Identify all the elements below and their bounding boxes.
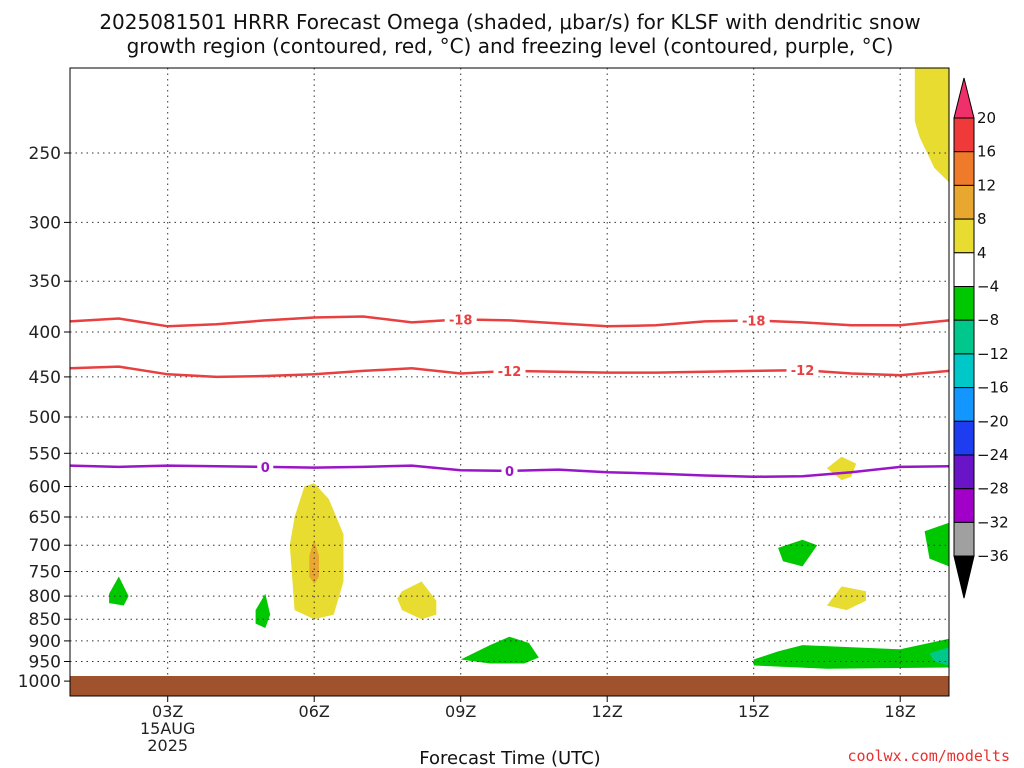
colorbar-label-12: −32 [977,513,1009,531]
colorbar-segment-5 [953,252,975,288]
colorbar-label-9: −20 [977,412,1009,430]
omega-shaded-region-9 [778,539,818,567]
y-tick-label-1000: 1000 [18,672,61,692]
omega-shaded-region-4 [826,586,866,611]
chart-title-line1: 2025081501 HRRR Forecast Omega (shaded, … [99,10,920,34]
contour-label-bg-0-1 [737,312,770,329]
y-tick-label-400: 400 [29,323,61,343]
y-tick-label-550: 550 [29,444,61,464]
y-tick-label-800: 800 [29,587,61,607]
omega-shaded-region-12 [929,647,949,666]
contour-label-0-0: -18 [449,313,473,328]
omega-shaded-region-10 [924,522,949,567]
y-tick-label-500: 500 [29,408,61,428]
colorbar-label-1: 16 [977,143,996,161]
colorbar-label-7: −12 [977,345,1009,363]
colorbar-segment-8 [953,353,975,389]
colorbar-segment-13 [953,521,975,557]
x-tick-sublabel-03Z-1: 2025 [147,736,188,755]
x-tick-label-03Z: 03Z [152,702,183,721]
grid-lines [70,68,949,696]
y-tick-label-250: 250 [29,144,61,164]
colorbar-label-5: −4 [977,278,999,296]
colorbar: 20 16 12 8 4 −4 −8 −12 −16 −20 −24 −28 −32 −36 [953,77,1009,599]
contour-label-bg-2-1 [501,462,518,479]
colorbar-segment-2 [953,151,975,186]
y-axis: 2503003504004505005506006507007508008509… [18,144,70,692]
colorbar-segment-10 [953,420,975,456]
x-tick-label-18Z: 18Z [885,702,916,721]
colorbar-segment-4 [953,218,975,254]
contour-label-1-1: -12 [791,364,815,379]
omega-shaded-region-7 [255,593,271,628]
colorbar-segment-1 [953,117,975,153]
contour-label-bg-1-0 [493,362,526,379]
colorbar-label-10: −24 [977,446,1009,464]
colorbar-label-2: 12 [977,176,996,194]
colorbar-segment-3 [953,184,975,220]
colorbar-label-6: −8 [977,311,999,329]
contours: -18 -18 -12 -12 0 0 [69,311,950,480]
omega-shaded-region-2 [397,581,437,620]
contour-label-bg-2-0 [257,458,274,475]
y-tick-label-600: 600 [29,478,61,498]
x-tick-label-12Z: 12Z [592,702,623,721]
plot-frame [69,67,950,697]
y-tick-label-700: 700 [29,536,61,556]
y-tick-label-300: 300 [29,213,61,233]
colorbar-segment-9 [953,387,975,422]
colorbar-segment-6 [953,286,975,321]
y-tick-label-850: 850 [29,610,61,630]
colorbar-label-8: −16 [977,379,1009,397]
omega-shaded-region-6 [109,576,129,606]
colorbar-label-3: 8 [977,210,987,228]
y-tick-label-350: 350 [29,272,61,292]
x-tick-label-09Z: 09Z [445,702,476,721]
omega-shaded-region-3 [826,456,857,481]
y-tick-label-750: 750 [29,563,61,583]
x-tick-label-15Z: 15Z [738,702,769,721]
colorbar-segment-11 [953,454,975,490]
contour-label-2-1: 0 [505,465,514,480]
y-tick-label-650: 650 [29,508,61,528]
contour-label-bg-1-1 [786,362,819,379]
y-tick-label-950: 950 [29,653,61,673]
y-tick-label-450: 450 [29,368,61,388]
ground-surface [70,676,949,696]
contour-label-bg-0-0 [444,311,477,328]
x-tick-sublabel-03Z-0: 15AUG [140,719,195,738]
omega-shaded-region-5 [914,68,949,183]
omega-shaded-region-1 [309,539,319,584]
plot-area: -18 -18 -12 -12 0 0 [69,67,950,697]
colorbar-bottom-arrow [953,555,975,599]
chart-title-line2: growth region (contoured, red, °C) and f… [127,34,894,58]
colorbar-label-0: 20 [977,109,996,127]
omega-shaded-region-8 [460,636,539,664]
y-tick-label-900: 900 [29,632,61,652]
contour-label-1-0: -12 [498,365,522,380]
contour-line-0 [69,315,950,328]
contour-label-0-1: -18 [742,314,766,329]
plot-background [70,68,949,696]
contour-label-2-0: 0 [261,461,270,476]
colorbar-segment-12 [953,488,975,523]
credit-text: coolwx.com/modelts [847,747,1010,765]
colorbar-top-arrow [953,77,975,119]
colorbar-label-4: 4 [977,244,987,262]
colorbar-segment-7 [953,319,975,355]
x-tick-label-06Z: 06Z [299,702,330,721]
x-axis-label: Forecast Time (UTC) [419,748,600,768]
colorbar-label-11: −28 [977,480,1009,498]
colorbar-label-13: −36 [977,547,1009,565]
